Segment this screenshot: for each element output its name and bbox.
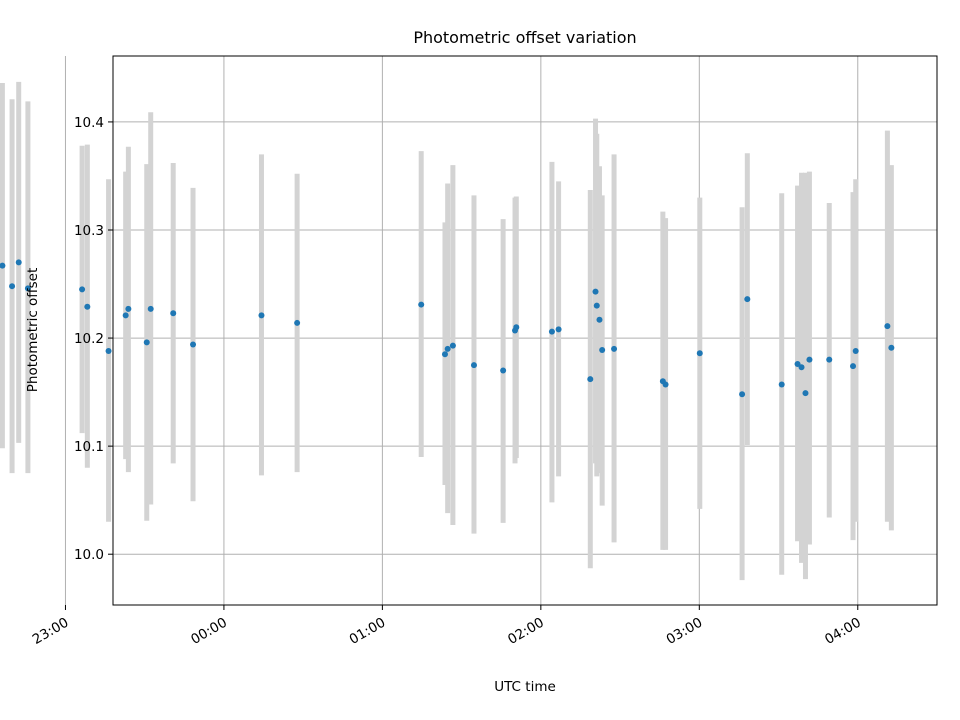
chart-title: Photometric offset variation — [413, 28, 636, 47]
data-point — [826, 356, 833, 363]
data-point — [79, 286, 86, 293]
y-tick-label: 10.0 — [74, 547, 104, 563]
data-point — [778, 381, 785, 388]
data-point — [850, 363, 857, 370]
data-point — [744, 296, 751, 303]
data-point — [190, 341, 197, 348]
data-point — [449, 342, 456, 349]
data-point — [662, 381, 669, 388]
data-point — [806, 356, 813, 363]
data-point — [500, 367, 507, 374]
data-point — [143, 339, 150, 346]
data-point — [696, 350, 703, 357]
point-layer — [0, 259, 895, 398]
data-point — [441, 351, 448, 358]
x-tick-label: 00:00 — [188, 615, 230, 648]
data-point — [739, 391, 746, 398]
data-point — [884, 323, 891, 330]
data-point — [24, 285, 31, 292]
data-point — [105, 348, 112, 355]
data-point — [798, 364, 805, 371]
data-point — [444, 345, 451, 352]
data-point — [0, 262, 6, 269]
data-point — [555, 326, 562, 333]
y-axis-label: Photometric offset — [25, 268, 41, 392]
data-point — [852, 348, 859, 355]
data-point — [9, 283, 16, 290]
y-tick-label: 10.3 — [74, 223, 104, 239]
data-point — [599, 346, 606, 353]
data-point — [122, 312, 129, 319]
data-point — [294, 319, 301, 326]
data-point — [147, 305, 154, 312]
x-axis-label: UTC time — [494, 679, 556, 695]
data-point — [84, 303, 91, 310]
y-tick-label: 10.4 — [74, 115, 104, 131]
x-tick-label: 23:00 — [30, 615, 72, 648]
data-point — [611, 345, 618, 352]
data-point — [125, 305, 132, 312]
data-point — [596, 316, 603, 323]
data-point — [888, 344, 895, 351]
x-tick-label: 04:00 — [822, 615, 864, 648]
axes-frame — [112, 55, 938, 606]
data-point — [470, 362, 477, 369]
data-point — [593, 302, 600, 309]
errorbar-layer — [0, 81, 894, 581]
data-point — [418, 301, 425, 308]
data-point — [170, 310, 177, 317]
data-point — [258, 312, 265, 319]
x-tick-label: 03:00 — [664, 615, 706, 648]
data-point — [802, 390, 809, 397]
data-point — [15, 259, 22, 266]
x-tick-label: 01:00 — [347, 615, 389, 648]
data-point — [513, 324, 520, 331]
y-tick-label: 10.2 — [74, 331, 104, 347]
data-point — [587, 376, 594, 383]
data-point — [548, 328, 555, 335]
data-point — [794, 361, 801, 368]
data-point — [592, 288, 599, 295]
y-tick-label: 10.1 — [74, 439, 104, 455]
x-tick-label: 02:00 — [505, 615, 547, 648]
